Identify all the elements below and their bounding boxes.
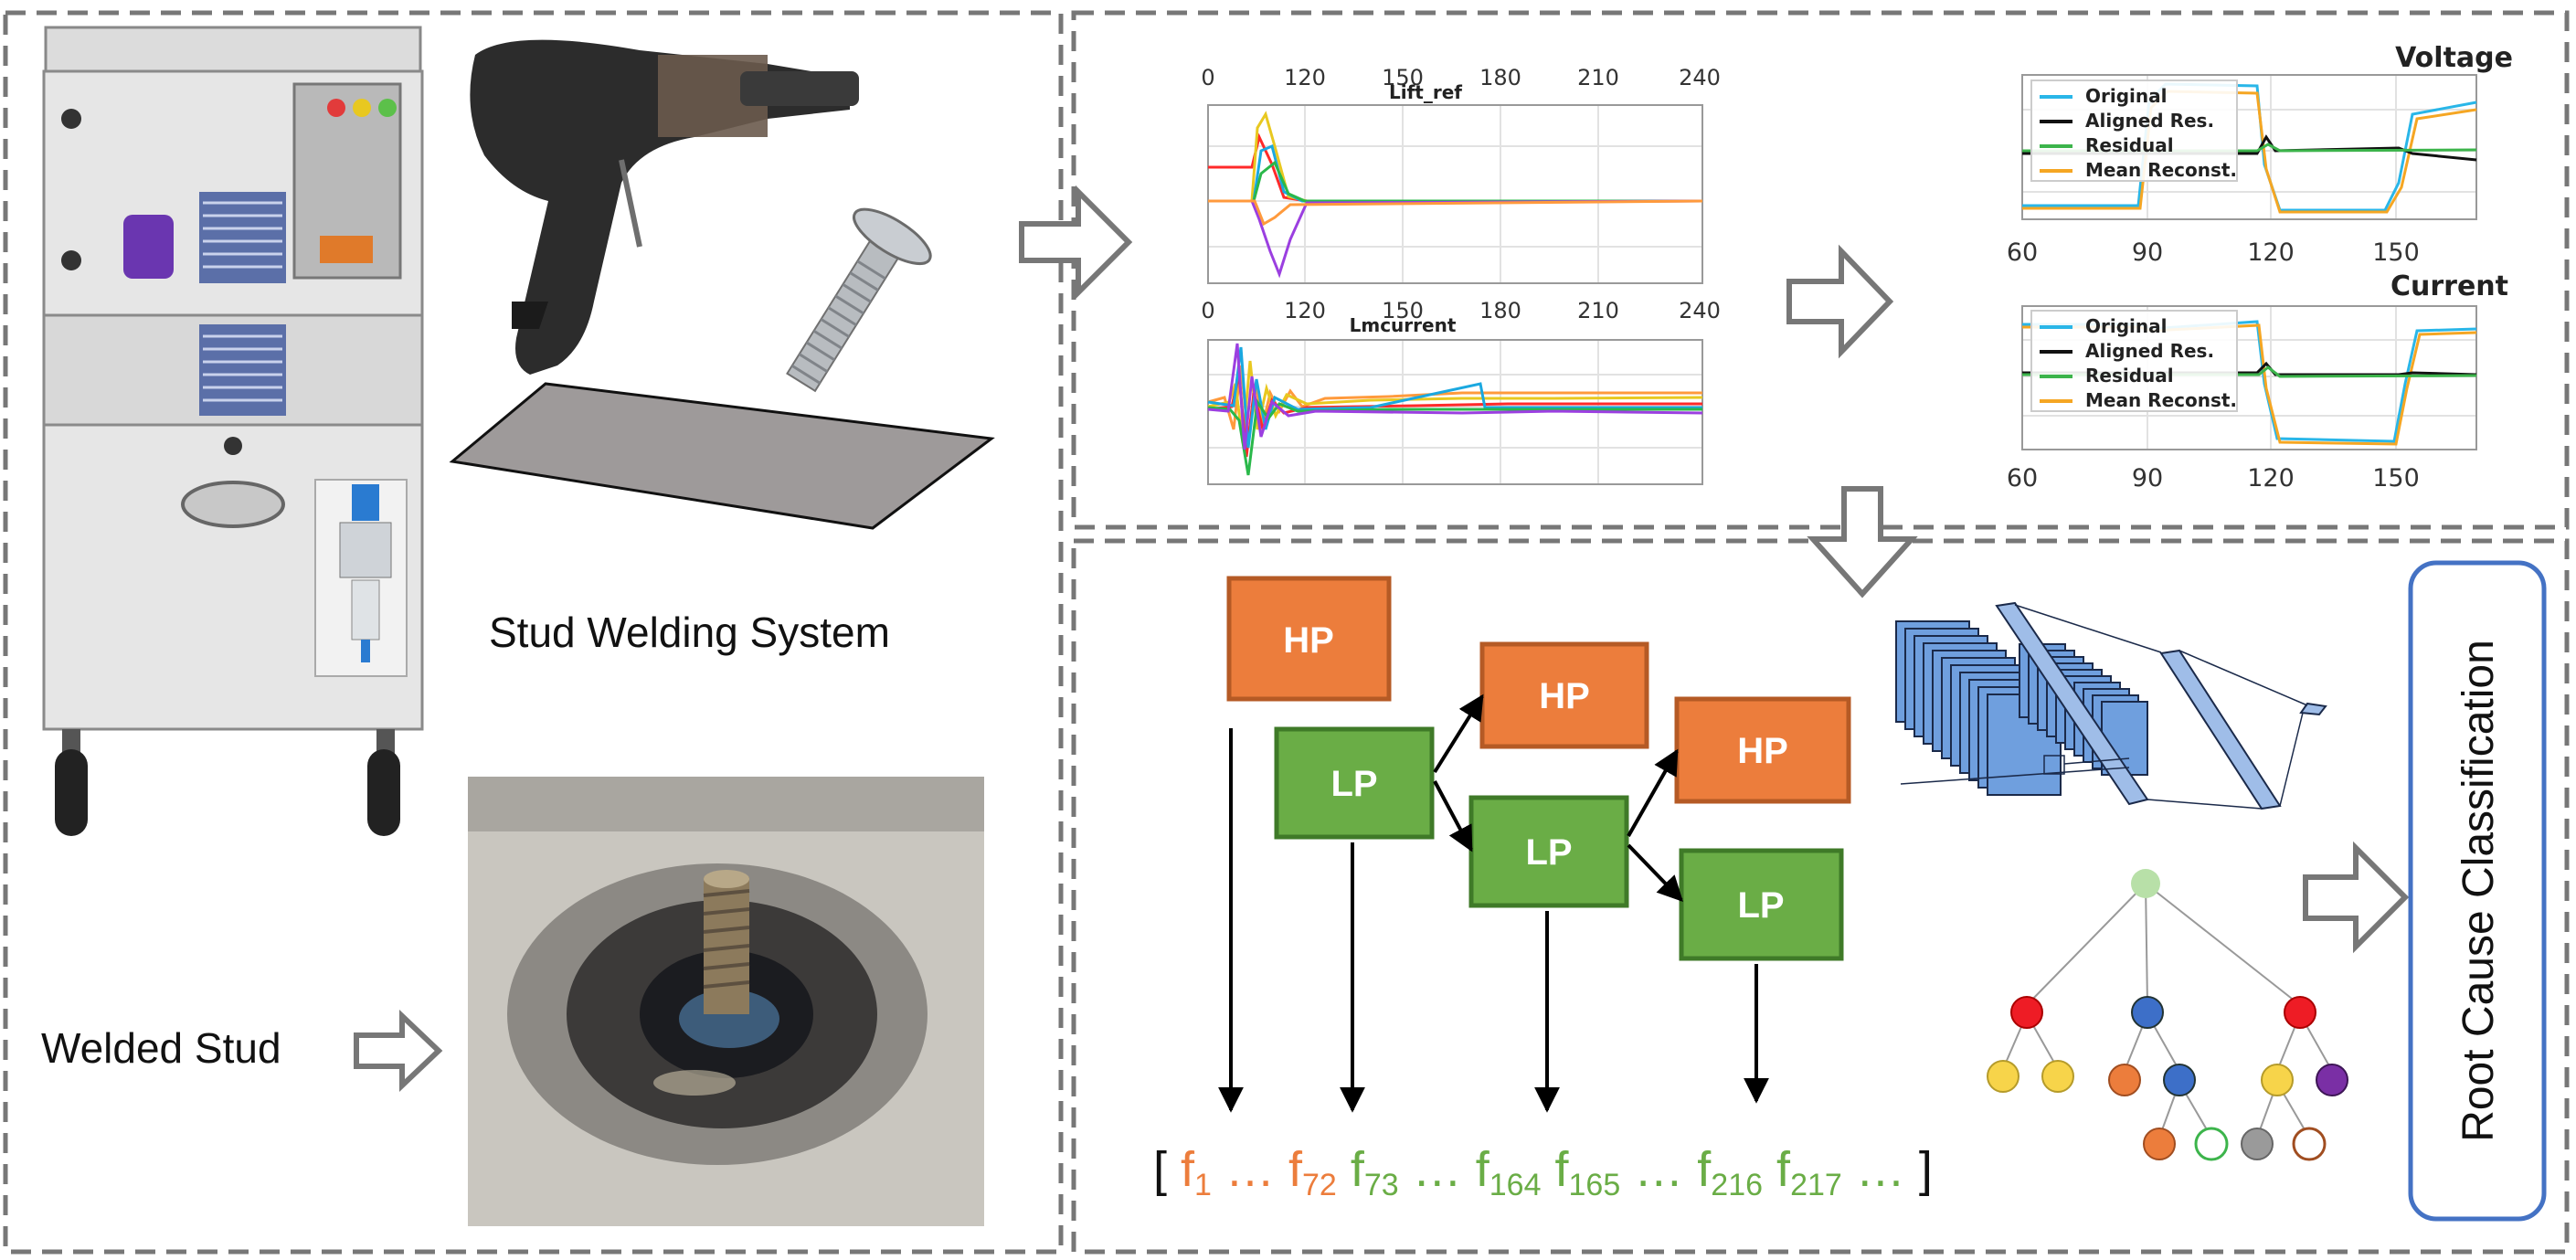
svg-text:180: 180 xyxy=(1479,298,1521,323)
svg-text:150: 150 xyxy=(1382,298,1424,323)
wavelet-tree: HP LP HP LP HP LP xyxy=(1218,576,1851,1113)
svg-text:210: 210 xyxy=(1577,298,1619,323)
svg-text:Aligned Res.: Aligned Res. xyxy=(2085,110,2214,132)
svg-text:HP: HP xyxy=(1737,731,1788,771)
lmcurrent-xticks: 0 120 150 180 210 240 xyxy=(1201,298,1721,323)
arrow-welded-stud xyxy=(354,1010,443,1092)
svg-text:120: 120 xyxy=(2247,238,2295,267)
svg-text:Original: Original xyxy=(2085,315,2167,337)
arrow-down-to-features xyxy=(1807,486,1918,598)
svg-text:LP: LP xyxy=(1525,832,1572,873)
voltage-plot: Voltage Original Aligned Res. Residual M… xyxy=(2007,42,2513,267)
stud-image xyxy=(786,207,932,393)
current-xticks: 60 90 120 150 xyxy=(2007,464,2420,492)
hp-box-1 xyxy=(1226,576,1392,702)
voltage-legend: Original Aligned Res. Residual Mean Reco… xyxy=(2040,85,2237,181)
arrow-to-signals xyxy=(1019,185,1133,300)
welded-stud-photo xyxy=(468,777,984,1226)
lmcurrent-title: Lmcurrent xyxy=(1350,314,1457,336)
svg-text:0: 0 xyxy=(1201,298,1214,323)
svg-text:LP: LP xyxy=(1737,885,1784,926)
svg-text:Mean Reconst.: Mean Reconst. xyxy=(2085,389,2237,411)
root-cause-box xyxy=(2408,560,2547,1222)
stud-welding-system-label: Stud Welding System xyxy=(489,609,890,656)
svg-text:Residual: Residual xyxy=(2085,365,2174,386)
svg-text:120: 120 xyxy=(1284,298,1326,323)
svg-text:HP: HP xyxy=(1283,620,1334,661)
lp-box-3 xyxy=(1679,848,1844,961)
voltage-title: Voltage xyxy=(2395,42,2513,74)
svg-text:Mean Reconst.: Mean Reconst. xyxy=(2085,159,2237,181)
current-title: Current xyxy=(2390,270,2508,302)
lmcurrent-plot: 0 120 150 180 210 240 Lmcurrent xyxy=(1201,298,1721,485)
hp-box-3 xyxy=(1674,696,1851,804)
welding-machine-image xyxy=(42,26,424,836)
svg-text:180: 180 xyxy=(1479,65,1521,90)
svg-text:90: 90 xyxy=(2132,238,2163,267)
cnn-icon xyxy=(1895,601,2327,810)
svg-text:60: 60 xyxy=(2007,238,2038,267)
current-plot: Current Original Aligned Res. Residual M… xyxy=(2007,270,2508,492)
lp-box-1 xyxy=(1274,726,1435,840)
svg-text:120: 120 xyxy=(1284,65,1326,90)
lift-ref-plot: 0 120 150 180 210 240 Lift_ref xyxy=(1201,65,1721,284)
panel-signals xyxy=(1071,10,2570,530)
weld-gun-image xyxy=(470,39,859,376)
svg-text:120: 120 xyxy=(2247,464,2295,492)
svg-text:LP: LP xyxy=(1330,764,1377,804)
metal-sheet-image xyxy=(449,382,995,530)
voltage-xticks: 60 90 120 150 xyxy=(2007,238,2420,267)
svg-text:150: 150 xyxy=(2372,238,2420,267)
lp-box-2 xyxy=(1468,795,1629,908)
svg-text:210: 210 xyxy=(1577,65,1619,90)
arrow-to-alignment xyxy=(1786,244,1894,359)
svg-text:HP: HP xyxy=(1539,676,1590,716)
feature-vector: [ f1 … f72 f73 … f164 f165 … f216 f217 …… xyxy=(1153,1142,1933,1206)
svg-text:240: 240 xyxy=(1679,65,1721,90)
current-legend: Original Aligned Res. Residual Mean Reco… xyxy=(2040,315,2237,411)
root-cause-label: Root Cause Classification xyxy=(2454,640,2503,1142)
svg-text:150: 150 xyxy=(2372,464,2420,492)
lift-ref-xticks: 0 120 150 180 210 240 xyxy=(1201,65,1721,90)
svg-text:90: 90 xyxy=(2132,464,2163,492)
svg-text:150: 150 xyxy=(1382,65,1424,90)
welded-stud-label: Welded Stud xyxy=(41,1024,281,1072)
svg-text:Aligned Res.: Aligned Res. xyxy=(2085,340,2214,362)
svg-text:60: 60 xyxy=(2007,464,2038,492)
decision-tree-icon xyxy=(1987,869,2348,1161)
arrow-to-classification xyxy=(2303,841,2410,954)
svg-text:Original: Original xyxy=(2085,85,2167,107)
svg-text:240: 240 xyxy=(1679,298,1721,323)
svg-text:Residual: Residual xyxy=(2085,134,2174,156)
lift-ref-title: Lift_ref xyxy=(1389,81,1462,103)
svg-text:0: 0 xyxy=(1201,65,1214,90)
